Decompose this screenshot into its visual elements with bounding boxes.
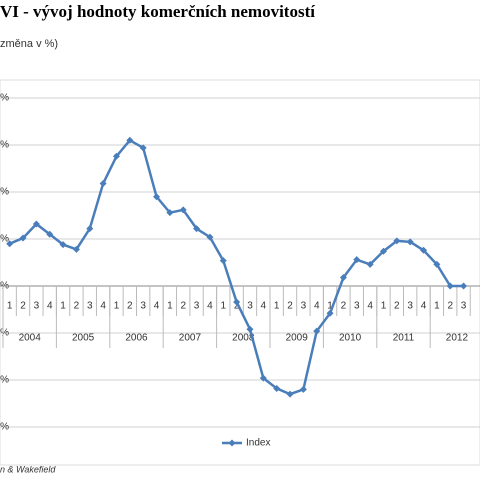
x-tick-label: 2	[74, 301, 80, 312]
x-tick-label: 1	[167, 301, 173, 312]
x-tick-label: 4	[261, 301, 267, 312]
point	[59, 241, 67, 249]
point	[313, 327, 321, 335]
x-tick-label: 4	[47, 301, 53, 312]
x-tick-label: 1	[7, 301, 13, 312]
point	[233, 298, 241, 306]
year-label: 2007	[179, 333, 202, 344]
x-tick-label: 2	[180, 301, 186, 312]
x-tick-label: 4	[154, 301, 160, 312]
x-tick-label: 1	[434, 301, 440, 312]
y-tick-label: 10%	[0, 187, 9, 198]
x-tick-label: 3	[140, 301, 146, 312]
year-label: 2009	[286, 333, 309, 344]
x-tick-label: 2	[341, 301, 347, 312]
point	[72, 245, 80, 253]
year-label: 2004	[19, 333, 42, 344]
x-tick-label: 3	[301, 301, 307, 312]
x-tick-label: 1	[327, 301, 333, 312]
x-tick-label: 1	[114, 301, 120, 312]
legend-marker	[228, 439, 236, 447]
x-tick-label: 3	[194, 301, 200, 312]
year-label: 2008	[232, 333, 255, 344]
x-tick-label: 1	[381, 301, 387, 312]
x-tick-label: 2	[127, 301, 133, 312]
x-tick-label: 3	[87, 301, 93, 312]
point	[259, 374, 267, 382]
point	[179, 206, 187, 214]
y-tick-label: 15%	[0, 140, 9, 151]
point	[32, 220, 40, 228]
x-tick-label: 2	[234, 301, 240, 312]
point	[19, 234, 27, 242]
x-tick-label: 1	[60, 301, 66, 312]
point	[406, 238, 414, 246]
x-tick-label: 1	[274, 301, 280, 312]
point	[339, 274, 347, 282]
x-tick-label: 4	[367, 301, 373, 312]
x-tick-label: 4	[207, 301, 213, 312]
y-tick-label: -15%	[0, 422, 9, 433]
point	[379, 247, 387, 255]
point	[112, 152, 120, 160]
x-tick-label: 3	[247, 301, 253, 312]
point	[273, 384, 281, 392]
point	[86, 225, 94, 233]
year-label: 2011	[393, 333, 415, 344]
point	[246, 325, 254, 333]
x-tick-label: 2	[394, 301, 400, 312]
x-tick-label: 3	[354, 301, 360, 312]
point	[139, 144, 147, 152]
point	[153, 193, 161, 201]
point	[126, 136, 134, 144]
year-label: 2012	[446, 333, 469, 344]
chart-frame	[0, 79, 480, 466]
point	[433, 260, 441, 268]
point	[446, 282, 454, 290]
point	[393, 237, 401, 245]
point	[366, 260, 374, 268]
year-label: 2005	[72, 333, 95, 344]
point	[299, 385, 307, 393]
point	[166, 209, 174, 217]
x-tick-label: 2	[20, 301, 26, 312]
x-tick-label: 2	[287, 301, 293, 312]
point	[460, 282, 468, 290]
x-tick-label: 4	[100, 301, 106, 312]
point	[206, 233, 214, 241]
point	[286, 390, 294, 398]
point	[326, 309, 334, 317]
x-tick-label: 3	[34, 301, 40, 312]
x-tick-label: 3	[461, 301, 467, 312]
x-tick-label: 2	[447, 301, 453, 312]
year-label: 2010	[339, 333, 362, 344]
y-tick-label: -5%	[0, 328, 9, 339]
chart-title: VI - vývoj hodnoty komerčních nemovitost…	[0, 2, 315, 21]
point	[99, 180, 107, 188]
point	[219, 257, 227, 265]
point	[420, 246, 428, 254]
y-tick-label: 5%	[0, 234, 9, 245]
legend-label: Index	[246, 438, 270, 449]
x-tick-label: 3	[407, 301, 413, 312]
source: n & Wakefield	[0, 464, 56, 474]
point	[353, 256, 361, 264]
y-tick-label: 20%	[0, 93, 9, 104]
y-tick-label: -10%	[0, 375, 9, 386]
x-tick-label: 4	[314, 301, 320, 312]
point	[46, 230, 54, 238]
x-tick-label: 1	[220, 301, 226, 312]
point	[193, 225, 201, 233]
year-label: 2006	[125, 333, 148, 344]
point	[6, 240, 14, 248]
chart-subtitle: změna v %)	[0, 38, 58, 50]
x-tick-label: 4	[421, 301, 427, 312]
